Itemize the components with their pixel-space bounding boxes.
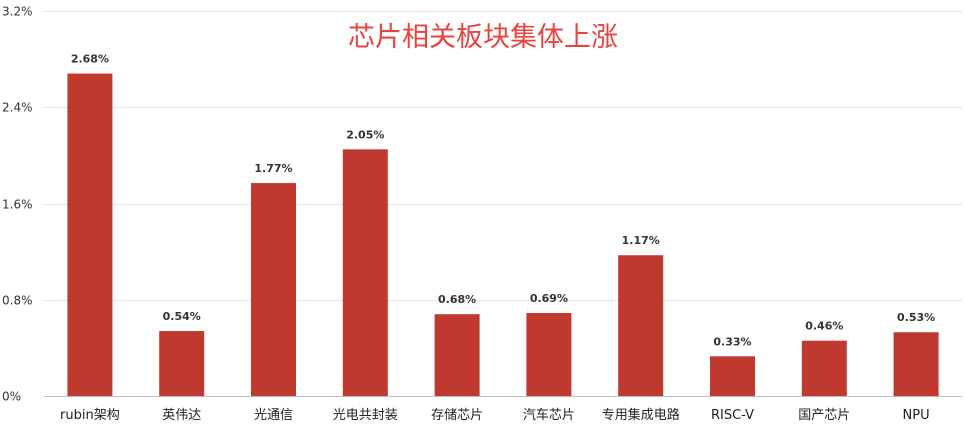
data-label: 0.69%: [530, 292, 568, 305]
data-label: 0.68%: [438, 293, 476, 306]
x-tick-label: 光通信: [254, 408, 293, 423]
data-label: 2.05%: [346, 128, 384, 141]
data-label: 1.17%: [622, 234, 660, 247]
data-label: 0.46%: [805, 320, 843, 333]
data-labels: 2.68% 0.54% 1.77% 2.05% 0.68% 0.69% 1.17% 0.33%…: [71, 53, 935, 349]
x-tick-label: rubin架构: [60, 408, 120, 423]
x-tick-label: 专用集成电路: [602, 407, 680, 423]
bar: [67, 73, 113, 396]
x-tick-label: 光电共封装: [333, 408, 398, 423]
bar: [159, 331, 205, 396]
x-tick-label: RISC-V: [711, 408, 754, 423]
bar: [618, 255, 664, 396]
bar: [893, 332, 939, 396]
data-label: 0.53%: [897, 311, 935, 324]
x-axis-ticks: rubin架构 英伟达 光通信 光电共封装 存储芯片 汽车芯片 专用集成电路 RISC-V 国产…: [60, 407, 930, 423]
y-tick-label: 0.8%: [2, 294, 33, 308]
bar: [434, 314, 480, 396]
y-tick-label: 2.4%: [2, 101, 33, 115]
x-tick-label: 国产芯片: [798, 408, 850, 423]
x-tick-label: NPU: [903, 408, 930, 423]
x-tick-label: 存储芯片: [431, 408, 483, 423]
y-axis-ticks: 0% 0.8% 1.6% 2.4% 3.2%: [2, 5, 33, 404]
data-label: 0.33%: [713, 335, 751, 348]
y-tick-label: 0%: [2, 390, 21, 404]
y-tick-label: 3.2%: [2, 5, 33, 19]
bars: [67, 73, 939, 396]
bar: [251, 183, 296, 396]
x-tick-label: 英伟达: [162, 408, 201, 423]
data-label: 1.77%: [254, 162, 292, 175]
gridlines: [44, 11, 962, 301]
x-tick-label: 汽车芯片: [523, 407, 575, 423]
bar: [710, 356, 755, 396]
data-label: 0.54%: [163, 310, 201, 323]
bar: [801, 340, 847, 396]
data-label: 2.68%: [71, 53, 109, 66]
bar: [342, 149, 388, 396]
chart-title: 芯片相关板块集体上涨: [348, 22, 618, 53]
bar: [526, 312, 572, 396]
y-tick-label: 1.6%: [2, 198, 33, 212]
